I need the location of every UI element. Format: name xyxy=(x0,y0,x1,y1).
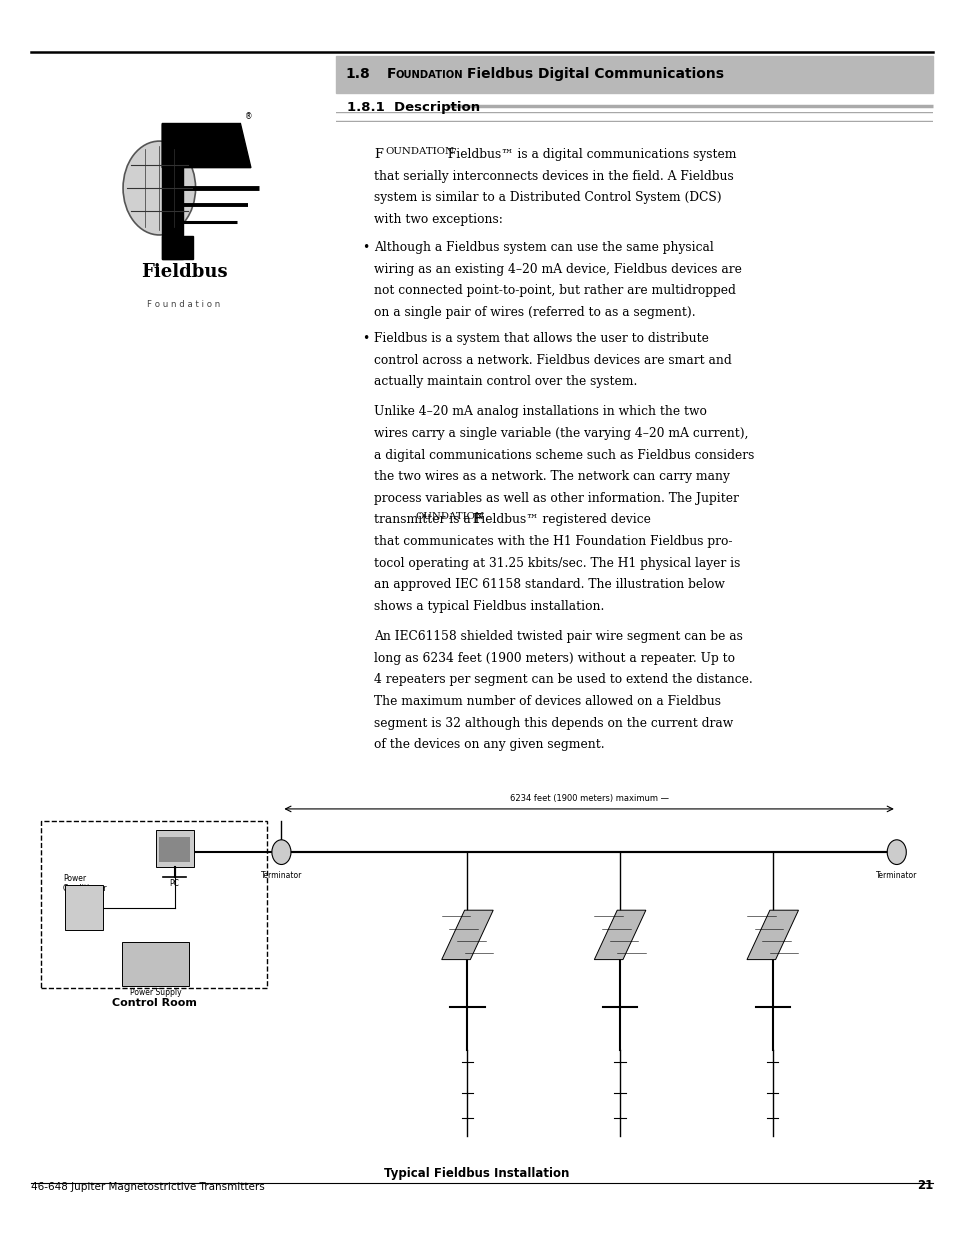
Text: Power: Power xyxy=(63,874,86,883)
Text: Terminator: Terminator xyxy=(875,871,917,879)
Text: Control Room: Control Room xyxy=(112,998,196,1008)
Text: on a single pair of wires (referred to as a segment).: on a single pair of wires (referred to a… xyxy=(374,306,695,319)
Text: •: • xyxy=(362,332,370,345)
Text: process variables as well as other information. The Jupiter: process variables as well as other infor… xyxy=(374,492,738,505)
Text: F: F xyxy=(386,67,395,82)
Text: 1.8: 1.8 xyxy=(345,67,370,82)
Text: that communicates with the H1 Foundation Fieldbus pro-: that communicates with the H1 Foundation… xyxy=(374,535,732,548)
Text: an approved IEC 61158 standard. The illustration below: an approved IEC 61158 standard. The illu… xyxy=(374,578,724,592)
Polygon shape xyxy=(746,910,798,960)
Text: segment is 32 although this depends on the current draw: segment is 32 although this depends on t… xyxy=(374,716,733,730)
Text: PC: PC xyxy=(170,879,179,888)
Text: wiring as an existing 4–20 mA device, Fieldbus devices are: wiring as an existing 4–20 mA device, Fi… xyxy=(374,263,741,275)
Text: The maximum number of devices allowed on a Fieldbus: The maximum number of devices allowed on… xyxy=(374,695,720,708)
Text: the two wires as a network. The network can carry many: the two wires as a network. The network … xyxy=(374,471,729,483)
Text: 21: 21 xyxy=(916,1178,932,1192)
Bar xyxy=(162,124,183,259)
Text: tocol operating at 31.25 kbits/sec. The H1 physical layer is: tocol operating at 31.25 kbits/sec. The … xyxy=(374,557,740,569)
Text: Terminator: Terminator xyxy=(260,871,302,879)
Text: shows a typical Fieldbus installation.: shows a typical Fieldbus installation. xyxy=(374,600,603,613)
Text: wires carry a single variable (the varying 4–20 mA current),: wires carry a single variable (the varyi… xyxy=(374,427,748,440)
Circle shape xyxy=(886,840,905,864)
Text: long as 6234 feet (1900 meters) without a repeater. Up to: long as 6234 feet (1900 meters) without … xyxy=(374,652,734,664)
Text: 46-648 Jupiter Magnetostrictive Transmitters: 46-648 Jupiter Magnetostrictive Transmit… xyxy=(30,1182,264,1192)
Text: Fieldbus Digital Communications: Fieldbus Digital Communications xyxy=(467,67,723,82)
Polygon shape xyxy=(441,910,493,960)
Text: •: • xyxy=(362,241,370,254)
Text: OUNDATION: OUNDATION xyxy=(395,70,463,80)
Polygon shape xyxy=(162,124,251,168)
Text: 6234 feet (1900 meters) maximum —: 6234 feet (1900 meters) maximum — xyxy=(509,794,668,803)
Text: Power Supply: Power Supply xyxy=(130,988,181,997)
Text: Typical Fieldbus Installation: Typical Fieldbus Installation xyxy=(384,1167,569,1181)
Bar xyxy=(335,56,932,93)
Bar xyxy=(122,942,189,986)
Bar xyxy=(159,837,190,862)
Text: transmitter is a F: transmitter is a F xyxy=(374,514,482,526)
Text: F: F xyxy=(374,148,382,162)
Text: a digital communications scheme such as Fieldbus considers: a digital communications scheme such as … xyxy=(374,448,754,462)
Text: with two exceptions:: with two exceptions: xyxy=(374,212,502,226)
Circle shape xyxy=(123,141,195,235)
Text: Fieldbus: Fieldbus xyxy=(141,263,227,280)
Bar xyxy=(41,821,267,988)
Text: F o u n d a t i o n: F o u n d a t i o n xyxy=(148,300,220,309)
Text: of the devices on any given segment.: of the devices on any given segment. xyxy=(374,739,604,751)
Text: OUNDATION: OUNDATION xyxy=(385,147,454,156)
Bar xyxy=(162,236,193,259)
Text: ®: ® xyxy=(245,112,253,121)
Text: 1.8.1  Description: 1.8.1 Description xyxy=(347,100,480,114)
Text: OUNDATION: OUNDATION xyxy=(415,513,483,521)
Text: Conditioner: Conditioner xyxy=(63,884,108,893)
Bar xyxy=(155,830,193,867)
Text: Fieldbus is a system that allows the user to distribute: Fieldbus is a system that allows the use… xyxy=(374,332,708,345)
Text: system is similar to a Distributed Control System (DCS): system is similar to a Distributed Contr… xyxy=(374,191,720,205)
Text: 4 repeaters per segment can be used to extend the distance.: 4 repeaters per segment can be used to e… xyxy=(374,673,752,687)
Text: actually maintain control over the system.: actually maintain control over the syste… xyxy=(374,375,637,388)
Circle shape xyxy=(272,840,291,864)
Polygon shape xyxy=(594,910,645,960)
Text: Fieldbus™ is a digital communications system: Fieldbus™ is a digital communications sy… xyxy=(443,148,736,162)
Text: Although a Fieldbus system can use the same physical: Although a Fieldbus system can use the s… xyxy=(374,241,713,254)
Text: that serially interconnects devices in the field. A Fieldbus: that serially interconnects devices in t… xyxy=(374,170,733,183)
Text: Unlike 4–20 mA analog installations in which the two: Unlike 4–20 mA analog installations in w… xyxy=(374,405,706,419)
Text: An IEC61158 shielded twisted pair wire segment can be as: An IEC61158 shielded twisted pair wire s… xyxy=(374,630,742,643)
Bar xyxy=(65,885,103,930)
Text: not connected point-to-point, but rather are multidropped: not connected point-to-point, but rather… xyxy=(374,284,735,298)
Text: control across a network. Fieldbus devices are smart and: control across a network. Fieldbus devic… xyxy=(374,353,731,367)
Text: Fieldbus™ registered device: Fieldbus™ registered device xyxy=(469,514,651,526)
